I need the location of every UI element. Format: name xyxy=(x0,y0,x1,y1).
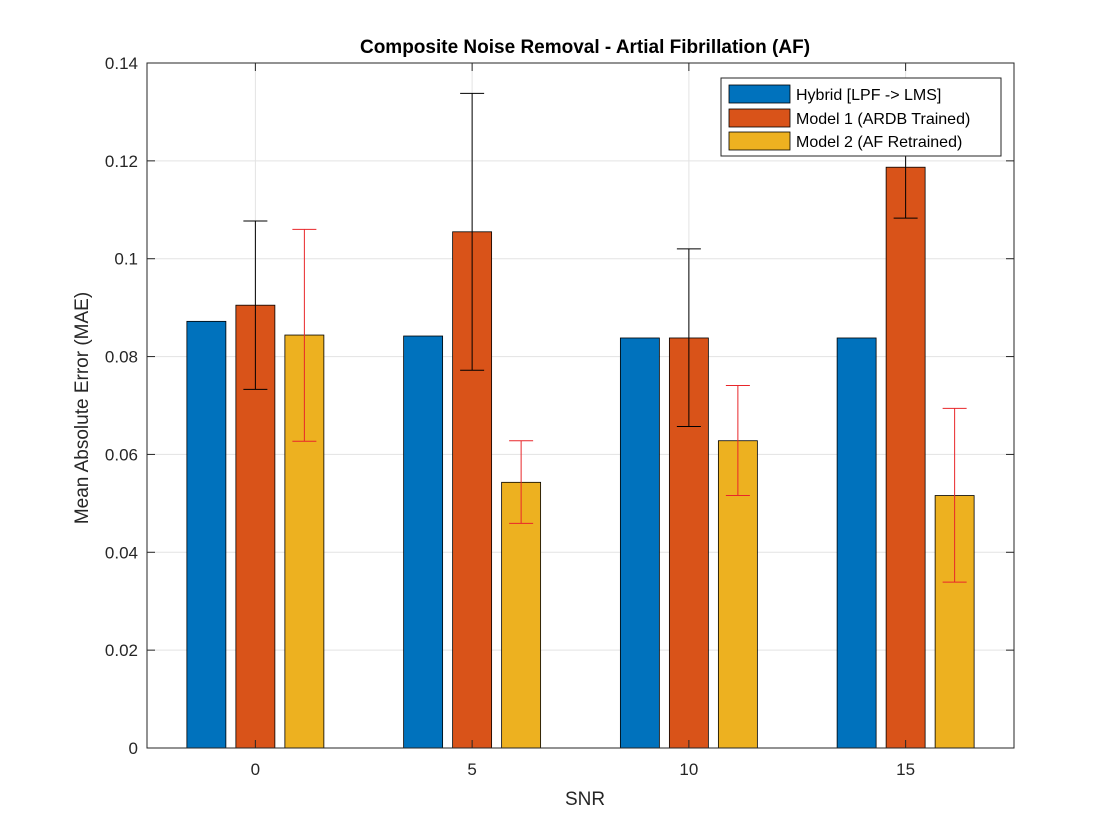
axes xyxy=(146,62,1015,749)
grid-lines xyxy=(147,62,1014,749)
bar-0-1 xyxy=(403,335,444,749)
x-tick-label: 5 xyxy=(467,760,476,779)
y-tick-label: 0.12 xyxy=(105,152,138,171)
y-tick-label: 0.08 xyxy=(105,348,138,367)
error-bars xyxy=(243,92,967,583)
tick-labels: 0 0.02 0.04 0.06 0.08 0.1 0.12 0.14 0 5 10 15 xyxy=(105,54,915,779)
bar-1-3 xyxy=(885,166,926,749)
bar-0-2 xyxy=(619,337,660,749)
legend-swatch-hybrid xyxy=(728,84,791,104)
x-tick-label: 10 xyxy=(679,760,698,779)
bars xyxy=(186,166,975,749)
chart-title: Composite Noise Removal - Artial Fibrill… xyxy=(360,37,810,58)
bar-0-0 xyxy=(186,320,227,749)
y-tick-label: 0.1 xyxy=(114,250,138,269)
y-axis-label: Mean Absolute Error (MAE) xyxy=(72,292,93,524)
y-tick-label: 0.14 xyxy=(105,54,138,73)
x-axis-label: SNR xyxy=(565,789,605,810)
legend: Hybrid [LPF -> LMS] Model 1 (ARDB Traine… xyxy=(720,77,1002,157)
x-tick-label: 0 xyxy=(251,760,260,779)
y-tick-label: 0.04 xyxy=(105,543,138,562)
axes-box xyxy=(146,62,1015,749)
legend-label-hybrid: Hybrid [LPF -> LMS] xyxy=(796,87,941,104)
y-tick-label: 0 xyxy=(129,739,138,758)
bar-0-3 xyxy=(836,337,877,749)
y-tick-label: 0.02 xyxy=(105,641,138,660)
y-tick-label: 0.06 xyxy=(105,445,138,464)
x-tick-label: 15 xyxy=(896,760,915,779)
legend-swatch-model-2 xyxy=(728,131,791,151)
legend-label-model-2: Model 2 (AF Retrained) xyxy=(796,134,962,151)
legend-swatch-model-1 xyxy=(728,108,791,128)
legend-label-model-1: Model 1 (ARDB Trained) xyxy=(796,111,970,128)
